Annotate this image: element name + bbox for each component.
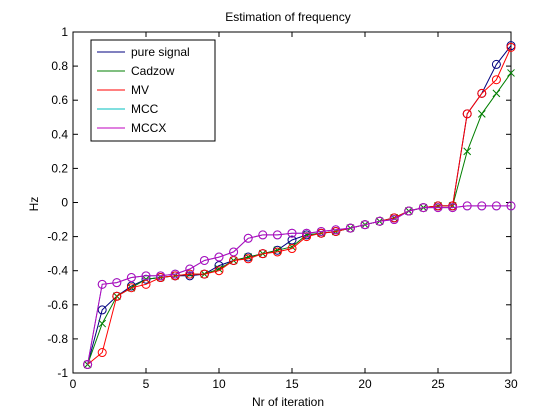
data-point [506,42,516,52]
data-point [477,201,487,211]
data-point [302,228,312,238]
data-point [126,283,136,293]
y-tick-label: 1 [61,25,68,39]
data-point [258,230,268,240]
data-point [229,255,239,265]
y-tick-label: 0.6 [51,93,68,107]
data-point [126,273,136,283]
data-point [331,225,341,235]
data-point [477,88,487,98]
data-point [462,201,472,211]
data-point [287,235,297,245]
data-point [389,215,399,225]
data-point [360,220,370,230]
data-point [491,75,501,85]
x-tick-label: 25 [431,377,445,391]
data-point [229,247,239,257]
data-point [448,203,458,213]
legend-label: pure signal [131,45,190,59]
data-point [302,232,312,242]
y-tick-label: -0.8 [47,332,68,346]
data-point-stroke [142,275,150,284]
data-point [418,203,428,213]
x-tick-label: 20 [358,377,372,391]
y-tick-label: -0.6 [47,298,68,312]
x-tick-label: 10 [212,377,226,391]
y-tick-label: -0.4 [47,264,68,278]
y-tick-label: 0 [61,196,68,210]
data-point [375,216,385,226]
series-line [87,205,511,365]
data-point [112,291,122,301]
data-point [287,244,297,254]
legend: pure signal Cadzow MV MCC MCCX [90,39,216,142]
data-point-stroke [492,89,501,98]
x-tick-label: 0 [70,377,77,391]
y-axis-label: Hz [27,197,41,212]
data-point [156,271,166,281]
data-point [491,201,501,211]
axis-ticks: 0 5 10 15 20 25 30 -1 -0.8 -0.6 -0.4 -0.2 0 0.2 0.4 0.6… [47,25,518,391]
data-point [185,264,195,274]
y-tick-label: 0.2 [51,161,68,175]
data-point [243,254,253,264]
data-point [316,226,326,236]
data-point [404,206,414,216]
data-point-stroke [477,109,486,118]
data-point [199,269,209,279]
legend-label: Cadzow [131,64,175,78]
data-point [170,269,180,279]
y-tick-label: -1 [57,366,68,380]
data-point [462,109,472,119]
data-point [142,275,150,284]
x-axis-label: Nr of iteration [252,395,324,409]
data-point [97,279,107,289]
legend-label: MV [131,83,149,97]
legend-label: MCC [131,102,159,116]
data-point [463,147,472,156]
data-point [112,278,122,288]
data-point [141,279,151,289]
data-point [272,230,282,240]
data-point [492,89,501,98]
data-point [506,201,516,211]
x-tick-label: 15 [285,377,299,391]
data-point-stroke [98,319,107,328]
y-tick-label: -0.2 [47,230,68,244]
data-point [97,305,107,315]
data-point [141,271,151,281]
data-point-stroke [507,69,515,77]
data-point-stroke [463,147,472,156]
data-point [287,228,297,238]
data-point [98,319,107,328]
data-point [258,249,268,259]
y-tick-label: 0.8 [51,59,68,73]
data-point [433,203,443,213]
chart-title: Estimation of frequency [225,10,350,24]
data-point [272,247,282,257]
y-tick-label: 0.4 [51,127,68,141]
legend-label: MCCX [131,121,166,135]
data-point [243,233,253,243]
data-point [214,252,224,262]
data-point [345,223,355,233]
series-layer [83,41,516,369]
data-point [185,269,195,279]
data-point [491,59,501,69]
data-point [83,359,93,369]
data-point [97,348,107,358]
data-point [477,109,486,118]
data-point [199,255,209,265]
series-mccx [83,201,516,369]
data-point [214,266,224,276]
x-tick-label: 30 [504,377,518,391]
x-tick-label: 5 [143,377,150,391]
data-point [507,69,515,77]
